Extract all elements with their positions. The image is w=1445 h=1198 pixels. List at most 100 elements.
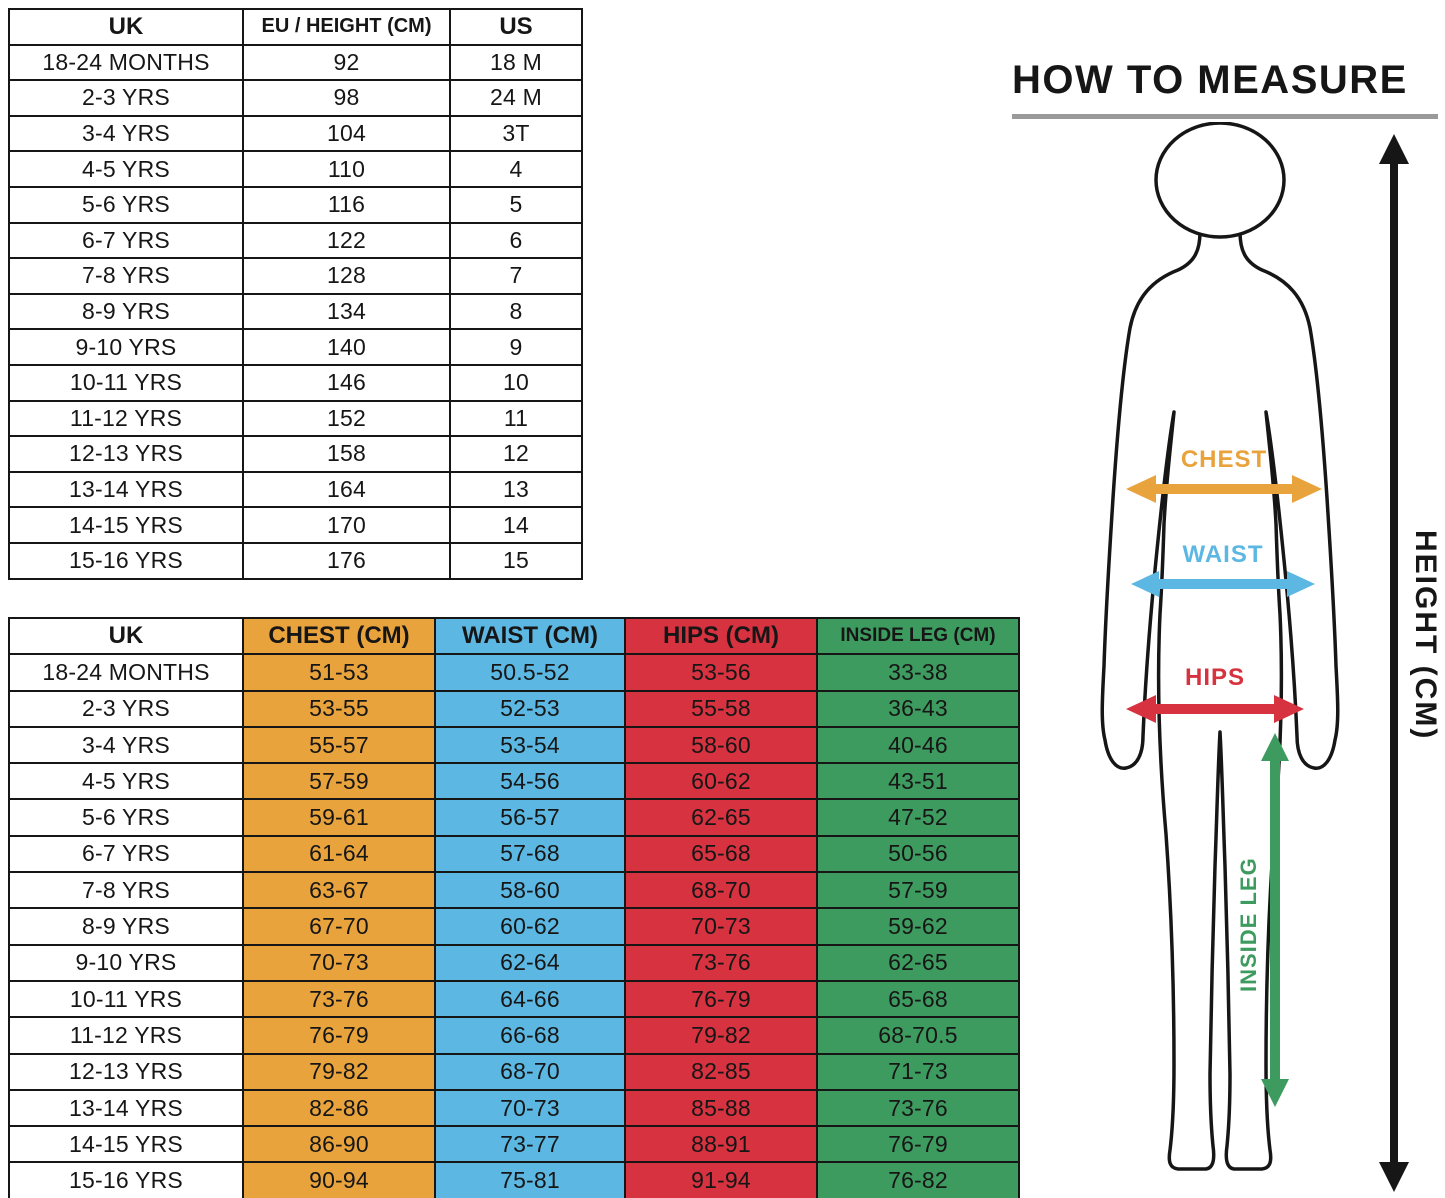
body-measurements-table: UK CHEST (CM) WAIST (CM) HIPS (CM) INSIDE LE… [8,616,1020,1198]
table-cell: 36-43 [816,689,1020,728]
table-cell: 11 [449,399,583,438]
table-cell: 13-14 YRS [8,1088,244,1128]
table-cell: 110 [242,150,451,188]
table-row: 4-5 YRS 110 4 [8,150,583,188]
table-cell: 12-13 YRS [8,435,244,473]
table-cell: 60-62 [434,907,626,946]
table-cell: 59-62 [816,907,1020,946]
table-cell: 53-56 [624,653,818,692]
table-row: 5-6 YRS 116 5 [8,185,583,224]
table-cell: 18-24 MONTHS [8,653,244,692]
table-row: 6-7 YRS 122 6 [8,221,583,260]
table-cell: 12 [449,435,583,473]
table-cell: 15-16 YRS [8,1161,244,1198]
table-cell: 53-55 [242,689,436,728]
table-cell: 73-77 [434,1125,626,1164]
table-cell: 146 [242,363,451,402]
table-row: 11-12 YRS 76-79 66-68 79-82 68-70.5 [8,1016,1020,1055]
table-cell: 76-79 [624,979,818,1019]
table-row: 10-11 YRS 73-76 64-66 76-79 65-68 [8,979,1020,1019]
table-row: 18-24 MONTHS 92 18 M [8,43,583,82]
column-header: EU / HEIGHT (CM) [242,8,451,46]
table-cell: 4-5 YRS [8,762,244,801]
table-cell: 7-8 YRS [8,871,244,910]
table-cell: 10-11 YRS [8,363,244,402]
table-cell: 9 [449,328,583,366]
table-row: 15-16 YRS 176 15 [8,541,583,580]
table-row: 15-16 YRS 90-94 75-81 91-94 76-82 [8,1161,1020,1198]
table-row: 7-8 YRS 128 7 [8,257,583,295]
table-cell: 62-65 [816,943,1020,982]
table-cell: 62-65 [624,798,818,837]
column-header: CHEST (CM) [242,616,436,656]
table-row: 14-15 YRS 170 14 [8,506,583,544]
table-cell: 2-3 YRS [8,689,244,728]
table-cell: 60-62 [624,762,818,801]
table-row: 13-14 YRS 82-86 70-73 85-88 73-76 [8,1088,1020,1128]
table-cell: 140 [242,328,451,366]
table-cell: 2-3 YRS [8,79,244,117]
table-cell: 14-15 YRS [8,506,244,544]
table-cell: 5 [449,185,583,224]
table-cell: 170 [242,506,451,544]
column-header: UK [8,8,244,46]
table-cell: 91-94 [624,1161,818,1198]
table-cell: 14 [449,506,583,544]
inside-leg-arrow-icon [1261,733,1289,1107]
table-cell: 4 [449,150,583,188]
table-cell: 15 [449,541,583,580]
table-row: 12-13 YRS 158 12 [8,435,583,473]
table-cell: 62-64 [434,943,626,982]
table-cell: 5-6 YRS [8,185,244,224]
table-row: 3-4 YRS 55-57 53-54 58-60 40-46 [8,725,1020,765]
table-cell: 15-16 YRS [8,541,244,580]
column-header: WAIST (CM) [434,616,626,656]
table-cell: 79-82 [242,1052,436,1091]
table-row: 9-10 YRS 70-73 62-64 73-76 62-65 [8,943,1020,982]
table-cell: 12-13 YRS [8,1052,244,1091]
table-cell: 76-79 [816,1125,1020,1164]
table-row: 18-24 MONTHS 51-53 50.5-52 53-56 33-38 [8,653,1020,692]
chest-label: CHEST [1180,446,1268,473]
table-cell: 57-59 [242,762,436,801]
table-cell: 50.5-52 [434,653,626,692]
table-cell: 18-24 MONTHS [8,43,244,82]
table-cell: 43-51 [816,762,1020,801]
table-cell: 8-9 YRS [8,292,244,331]
table-cell: 86-90 [242,1125,436,1164]
table-cell: 158 [242,435,451,473]
table-cell: 6 [449,221,583,260]
table-cell: 5-6 YRS [8,798,244,837]
diagram-title: HOW TO MEASURE [1012,58,1408,102]
table-row: 11-12 YRS 152 11 [8,399,583,438]
table-cell: 55-57 [242,725,436,765]
table-cell: 54-56 [434,762,626,801]
table-cell: 9-10 YRS [8,943,244,982]
table-cell: 33-38 [816,653,1020,692]
table-cell: 6-7 YRS [8,834,244,874]
table-cell: 55-58 [624,689,818,728]
table-row: 2-3 YRS 98 24 M [8,79,583,117]
table-row: 10-11 YRS 146 10 [8,363,583,402]
chest-arrow-icon [1126,475,1322,503]
table-row: 8-9 YRS 134 8 [8,292,583,331]
table-cell: 58-60 [624,725,818,765]
column-header: INSIDE LEG (CM) [816,616,1020,656]
table-cell: 8 [449,292,583,331]
table-cell: 73-76 [816,1088,1020,1128]
table-cell: 65-68 [624,834,818,874]
table-cell: 52-53 [434,689,626,728]
waist-label: WAIST [1182,541,1264,568]
table-row: 2-3 YRS 53-55 52-53 55-58 36-43 [8,689,1020,728]
title-underline [1012,114,1438,119]
table-cell: 50-56 [816,834,1020,874]
table-cell: 176 [242,541,451,580]
table-cell: 40-46 [816,725,1020,765]
table-row: 7-8 YRS 63-67 58-60 68-70 57-59 [8,871,1020,910]
table-cell: 4-5 YRS [8,150,244,188]
column-header: UK [8,616,244,656]
table-cell: 68-70.5 [816,1016,1020,1055]
table-cell: 70-73 [434,1088,626,1128]
hips-arrow-icon [1126,695,1304,723]
